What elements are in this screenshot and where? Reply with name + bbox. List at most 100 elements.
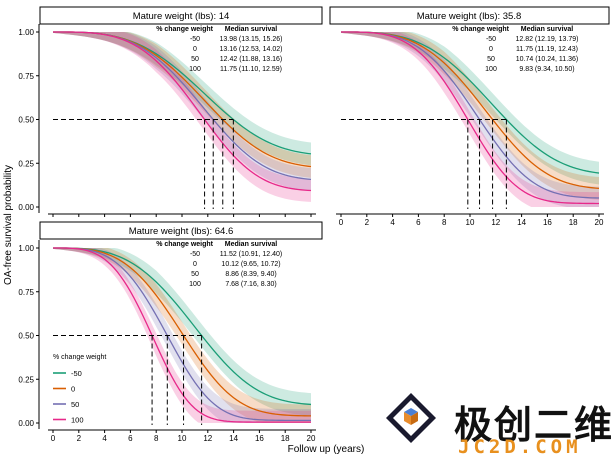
series-line-100 [340,31,600,205]
y-tick-label: 0.75 [18,72,34,81]
ribbon-100 [53,248,311,423]
x-tick-label: 6 [128,434,133,443]
y-tick-label: 0.75 [18,288,34,297]
table-cell-median: 11.75 (11.19, 12.43) [516,46,578,53]
table-cell-change: 100 [189,66,201,73]
table-cell-change: -50 [486,36,496,43]
x-tick-label: 12 [491,218,500,227]
ribbon-50 [341,32,599,207]
ribbon-50 [53,32,311,191]
watermark-logo-icon [386,393,436,443]
table-cell-median: 10.74 (10.24, 11.36) [516,56,579,63]
y-tick-label: 1.00 [18,244,34,253]
table-cell-change: -50 [190,251,200,258]
y-axis-label: OA-free survival probability [3,165,14,285]
table-cell-median: 11.52 (10.91, 12.40) [220,251,283,258]
x-axis-label: Follow up (years) [288,444,365,455]
panel-1-plot: 0.00 0.25 0.50 0.75 1.00 % change weight Media… [18,24,316,217]
x-tick-label: 18 [281,434,290,443]
table-cell-median: 13.16 (12.53, 14.02) [219,46,282,53]
table-cell-median: 12.42 (11.88, 13.16) [220,56,283,63]
x-tick-label: 16 [255,434,264,443]
series-line-100 [52,247,311,423]
x-tick-label: 2 [77,434,82,443]
legend-label: 100 [71,416,84,425]
x-tick-label: 16 [543,218,552,227]
x-tick-label: 20 [595,218,604,227]
table-cell-change: 100 [485,66,497,73]
panel-3: Mature weight (lbs): 64.6 0.000.250.500.… [18,221,323,443]
panel-3-header [39,221,323,240]
panel-2: Mature weight (lbs): 35.8 0 2 4 6 8 10 12 14 16 1… [329,6,610,227]
legend-label: 0 [71,385,75,394]
table-header-change: % change weight [452,26,509,33]
watermark-text: 极创二维 [454,403,615,447]
series-line-50 [53,247,311,422]
table-cell-median: 7.68 (7.16, 8.30) [225,281,276,288]
panel-2-title: Mature weight (lbs): 35.8 [417,11,522,22]
table-header-change: % change weight [156,241,213,248]
legend: % change weight -50 0 50 100 [53,354,106,425]
y-tick-label: 0.50 [18,332,34,341]
watermark-url: JC2D.COM [458,436,582,458]
y-tick-label: 0.00 [18,419,34,428]
ribbon--50 [53,32,311,166]
table-cell-median: 12.82 (12.19, 13.79) [515,36,578,43]
series-line--50 [53,247,312,406]
x-tick-label: 10 [466,218,475,227]
series-line-100 [52,31,312,192]
legend-label: 50 [71,400,79,409]
table-cell-change: -50 [190,36,200,43]
y-tick-label: 0.25 [18,159,34,168]
panel-2-plot: 0 2 4 6 8 10 12 14 16 18 20 % change weight Median s… [336,26,604,227]
x-tick-label: 4 [102,434,107,443]
y-tick-label: 0.25 [18,375,34,384]
x-tick-label: 14 [229,434,238,443]
legend-title: % change weight [53,354,106,361]
y-tick-label: 0.00 [18,203,34,212]
table-cell-change: 0 [489,46,493,53]
table-cell-median: 13.98 (13.15, 15.26) [219,36,282,43]
panel-3-plot: 0.00 0.25 0.50 0.75 1.00 0 2 4 6 8 10 12 14 16 18 20 % c… [18,240,316,443]
panel-3-title: Mature weight (lbs): 64.6 [129,226,234,237]
table-cell-change: 100 [189,281,201,288]
table-header-median: Median survival [225,241,278,248]
x-tick-label: 20 [307,434,316,443]
table-cell-median: 11.75 (11.10, 12.59) [220,66,282,73]
median-table: % change weight Median survival -50 11.52 (… [156,241,282,288]
x-tick-label: 2 [365,218,370,227]
table-cell-median: 9.83 (9.34, 10.50) [519,66,574,73]
panel-2-header [329,6,610,25]
x-tick-label: 8 [154,434,159,443]
table-cell-change: 0 [193,261,197,268]
median-table: % change weight Median survival -50 13.98 (… [156,26,282,73]
x-tick-label: 0 [339,218,344,227]
watermark: 极创二维 JC2D.COM [374,388,616,458]
x-tick-label: 12 [203,434,212,443]
panel-1-header [39,6,323,25]
x-tick-label: 10 [178,434,187,443]
x-tick-label: 18 [569,218,578,227]
ribbon--50 [53,248,311,416]
table-header-median: Median survival [521,26,574,33]
x-tick-label: 6 [416,218,421,227]
x-tick-label: 8 [442,218,447,227]
y-tick-label: 1.00 [18,28,34,37]
x-tick-label: 14 [517,218,526,227]
table-cell-median: 10.12 (9.65, 10.72) [221,261,280,268]
ribbon-0 [341,32,599,200]
panel-1-title: Mature weight (lbs): 14 [133,11,230,22]
y-tick-label: 0.50 [18,116,34,125]
table-cell-change: 50 [487,56,495,63]
x-tick-label: 0 [51,434,56,443]
series-line-0 [53,247,312,417]
table-cell-change: 50 [191,271,199,278]
table-cell-change: 0 [193,46,197,53]
median-table: % change weight Median survival -50 12.82 (… [452,26,578,73]
ribbon-100 [53,32,311,202]
panel-1: Mature weight (lbs): 14 0.00 0.25 0.50 0.75… [18,6,323,217]
legend-label: -50 [71,369,82,378]
table-cell-change: 50 [191,56,199,63]
table-header-median: Median survival [225,26,278,33]
